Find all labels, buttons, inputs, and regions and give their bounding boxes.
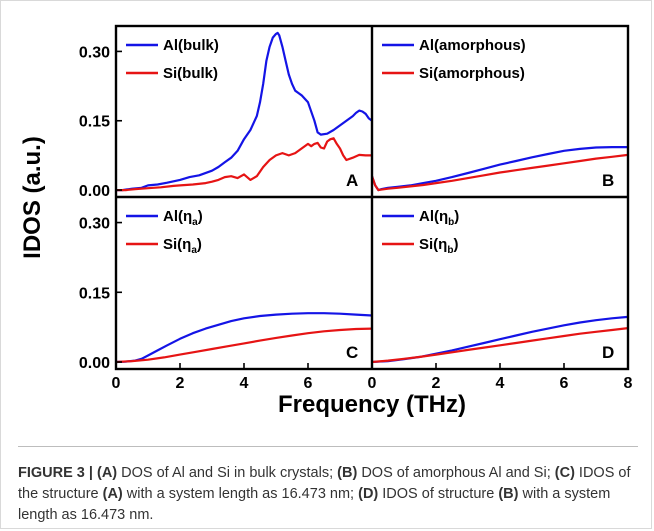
caption-ref: (D) <box>358 486 379 502</box>
x-tick-label-c: 6 <box>304 375 313 392</box>
series-line-b-si <box>372 153 628 192</box>
panel-label-c: C <box>346 343 358 362</box>
x-tick-label-d: 8 <box>624 375 633 392</box>
x-tick-label-c: 2 <box>176 375 185 392</box>
legend-label-a-al: Al(bulk) <box>163 37 219 54</box>
y-tick-label-c: 0.00 <box>79 355 110 372</box>
legend-label-d-al: Al(ηb) <box>419 208 459 228</box>
y-tick-label-a: 0.00 <box>79 183 110 200</box>
y-tick-label-a: 0.15 <box>79 114 110 131</box>
caption-text: DOS of amorphous Al and Si; <box>357 465 555 481</box>
figure-caption: FIGURE 3 | (A) DOS of Al and Si in bulk … <box>18 446 638 526</box>
x-tick-label-d: 2 <box>432 375 441 392</box>
caption-ref: (B) <box>498 486 519 502</box>
legend-label-b-al: Al(amorphous) <box>419 37 526 54</box>
caption-label: FIGURE 3 | <box>18 465 93 481</box>
y-axis-label: IDOS (a.u.) <box>19 136 46 259</box>
x-axis-label: Frequency (THz) <box>278 391 466 418</box>
x-tick-label-d: 6 <box>560 375 569 392</box>
caption-text: DOS of Al and Si in bulk crystals; <box>117 465 338 481</box>
panel-label-a: A <box>346 171 358 190</box>
y-tick-label-c: 0.15 <box>79 285 110 302</box>
y-tick-label-c: 0.30 <box>79 216 110 233</box>
caption-text: with a system length as 16.473 nm. <box>18 486 611 523</box>
x-tick-label-c: 0 <box>112 375 121 392</box>
x-tick-label-c: 4 <box>240 375 249 392</box>
x-tick-label-d: 4 <box>496 375 505 392</box>
series-line-d-al <box>372 315 628 364</box>
series-line-c-si <box>116 327 372 364</box>
series-line-a-al <box>116 31 372 192</box>
panel-label-d: D <box>602 343 614 362</box>
panel-label-b: B <box>602 171 614 190</box>
caption-ref: (A) <box>102 486 123 502</box>
series-line-d-si <box>372 327 628 364</box>
y-tick-label-a: 0.30 <box>79 44 110 61</box>
caption-ref: (C) <box>554 465 575 481</box>
caption-text: with a system length as 16.473 nm; <box>122 486 359 502</box>
idos-chart: Al(bulk) Si(bulk) A 0.00 0.15 0.30 Al(amorphou… <box>19 24 633 418</box>
legend-label-c-si: Si(ηa) <box>163 236 202 256</box>
series-line-b-al <box>372 146 628 192</box>
caption-text: IDOS of structure <box>378 486 499 502</box>
series-line-c-al <box>116 312 372 364</box>
caption-text: IDOS of the structure <box>18 465 631 502</box>
caption-ref: (B) <box>337 465 358 481</box>
caption-body: (A) DOS of Al and Si in bulk crystals; (… <box>18 465 631 523</box>
x-tick-label-d: 0 <box>368 375 377 392</box>
legend-label-b-si: Si(amorphous) <box>419 65 525 82</box>
legend-label-a-si: Si(bulk) <box>163 65 218 82</box>
legend-label-c-al: Al(ηa) <box>163 208 203 228</box>
legend-label-d-si: Si(ηb) <box>419 236 458 256</box>
caption-ref: (A) <box>97 465 118 481</box>
series-line-a-si <box>116 137 372 192</box>
